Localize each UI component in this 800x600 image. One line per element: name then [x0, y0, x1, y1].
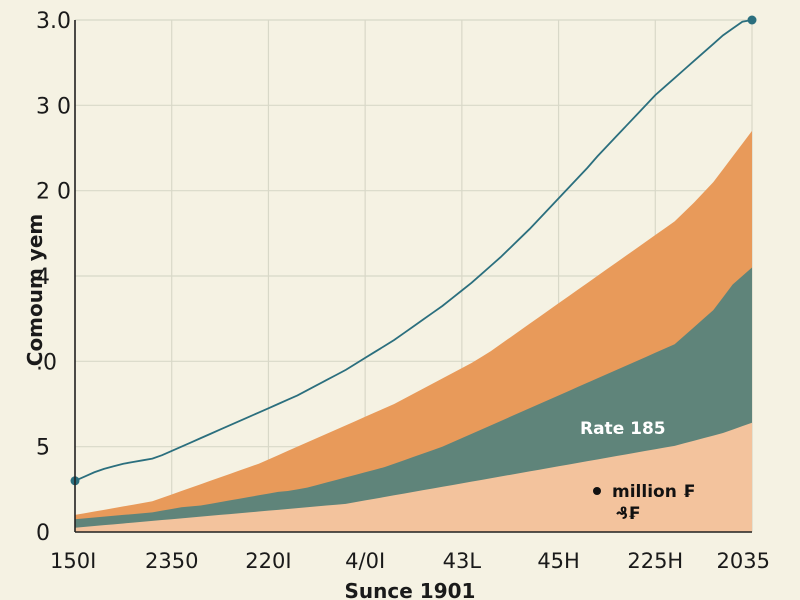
- x-tick-label: 45H: [537, 549, 580, 573]
- y-tick-label: 2 0: [36, 180, 71, 205]
- trend-end-marker: [747, 15, 757, 25]
- series-label-million: million ₣: [612, 482, 695, 502]
- line-series: [70, 15, 757, 486]
- x-tick-label: 43L: [443, 549, 482, 573]
- y-tick-label: 0: [36, 521, 50, 546]
- series-label-rate: Rate 185: [580, 419, 666, 439]
- series-label-currency: ₰₣: [616, 504, 640, 524]
- axes: [74, 20, 752, 533]
- y-tick-label: 4: [36, 265, 50, 290]
- y-tick-label: 3.0: [36, 9, 71, 34]
- area-series: [75, 130, 752, 532]
- y-tick-label: .0: [36, 350, 57, 375]
- trend-line: [74, 19, 753, 482]
- x-axis-title: Sunce 1901: [345, 579, 476, 600]
- million-marker-dot: [593, 487, 601, 495]
- y-tick-label: 5: [36, 436, 50, 461]
- y-tick-labels: 0 5 .0 4 2 0 3 0 3.0: [36, 9, 71, 546]
- x-tick-label: 225H: [627, 549, 683, 573]
- x-tick-label: 2350: [145, 549, 198, 573]
- x-tick-label: 4/0I: [345, 549, 385, 573]
- y-tick-label: 3 0: [36, 94, 71, 119]
- x-tick-label: 2035: [717, 549, 770, 573]
- area-million-base: [75, 422, 752, 532]
- x-tick-label: 220I: [245, 549, 291, 573]
- x-tick-label: 150I: [50, 549, 96, 573]
- y-axis-title: Comoum yem: [23, 214, 47, 366]
- x-tick-labels: 150I 2350 220I 4/0I 43L 45H 225H 2035: [50, 549, 770, 573]
